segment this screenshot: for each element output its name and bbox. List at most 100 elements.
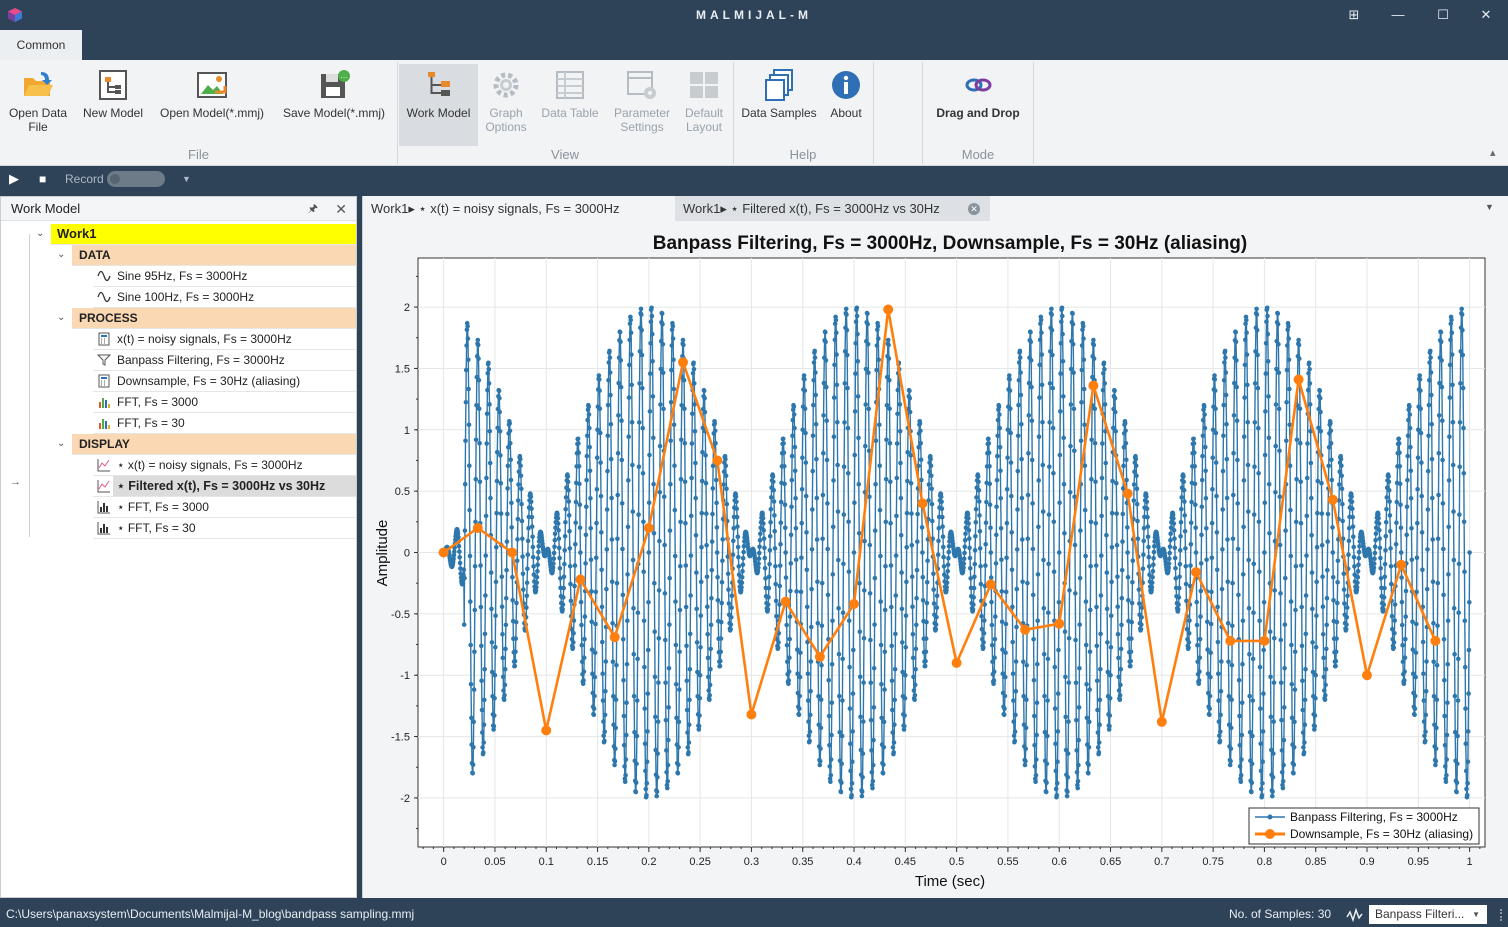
series-bandpass-point [849, 781, 855, 786]
series-downsample-point[interactable] [678, 357, 688, 368]
resize-grip-icon[interactable] [1494, 909, 1502, 921]
series-downsample-point[interactable] [1293, 374, 1304, 385]
series-downsample-point[interactable] [575, 574, 586, 585]
series-bandpass-point [493, 579, 499, 585]
tree-section-display[interactable]: DISPLAY [72, 434, 356, 455]
maximize-icon[interactable]: ☐ [1437, 7, 1449, 22]
open-model-button[interactable]: Open Model(*.mmj) [154, 64, 270, 146]
play-icon[interactable]: ▶ [9, 171, 19, 186]
close-icon[interactable]: ✕ [1480, 7, 1492, 22]
tree-root-work1[interactable]: Work1 [51, 224, 356, 245]
series-downsample-point[interactable] [1327, 494, 1338, 505]
pin-icon[interactable]: 🖈 [307, 203, 318, 215]
tab-common[interactable]: Common [0, 30, 82, 60]
doc-tab-filtered[interactable]: Work1▸ ⋆ Filtered x(t), Fs = 3000Hz vs 3… [675, 196, 990, 221]
minimize-icon[interactable]: — [1391, 7, 1405, 22]
series-bandpass-point [832, 321, 838, 326]
close-panel-icon[interactable]: ✕ [335, 201, 347, 217]
dropdown-icon[interactable]: ▼ [182, 174, 191, 184]
close-tab-icon[interactable]: ✕ [968, 203, 980, 215]
series-bandpass-point [671, 422, 677, 428]
series-bandpass-point [594, 520, 599, 526]
tree-item[interactable]: Sine 95Hz, Fs = 3000Hz [93, 266, 356, 287]
series-downsample-point[interactable] [814, 651, 825, 662]
restore-grid-icon[interactable]: ⊞ [1348, 7, 1360, 22]
series-downsample-point[interactable] [1122, 488, 1133, 499]
tree-item[interactable]: Banpass Filtering, Fs = 3000Hz [93, 350, 356, 371]
tree-item[interactable]: ⋆ FFT, Fs = 30 [93, 518, 356, 539]
series-downsample-point[interactable] [1054, 618, 1065, 629]
series-downsample-point[interactable] [951, 657, 962, 668]
tree-item[interactable]: ⋆ FFT, Fs = 3000 [93, 497, 356, 518]
series-downsample-point[interactable] [472, 523, 483, 533]
series-downsample-point[interactable] [1191, 567, 1201, 578]
series-bandpass-point [993, 614, 998, 619]
series-downsample-point[interactable] [1225, 635, 1236, 646]
about-button[interactable]: About [824, 64, 868, 146]
series-downsample-point[interactable] [1362, 670, 1372, 681]
series-downsample-point[interactable] [609, 632, 620, 643]
series-select[interactable]: Banpass Filteri... ▼ [1369, 905, 1487, 924]
tree-item[interactable]: Sine 100Hz, Fs = 3000Hz [93, 287, 356, 308]
record-toggle[interactable] [107, 171, 165, 187]
series-downsample-point[interactable] [883, 304, 894, 315]
series-downsample-point[interactable] [780, 596, 791, 607]
series-bandpass-point [1013, 688, 1019, 694]
doc-tab-noisy-signals[interactable]: Work1▸ ⋆ x(t) = noisy signals, Fs = 3000… [363, 196, 673, 221]
tree-section-data[interactable]: DATA [72, 245, 356, 266]
tree-item-selected[interactable]: ⋆ Filtered x(t), Fs = 3000Hz vs 30Hz [93, 476, 356, 497]
tree-item[interactable]: ⋆ x(t) = noisy signals, Fs = 3000Hz [93, 455, 356, 476]
series-downsample-point[interactable] [1088, 380, 1099, 391]
collapse-data-icon[interactable]: ⌄ [57, 249, 66, 260]
series-bandpass-point [600, 671, 605, 676]
tree-item[interactable]: FFT, Fs = 3000 [93, 392, 356, 413]
series-downsample-point[interactable] [1430, 635, 1441, 646]
series-bandpass-point [841, 512, 847, 517]
series-downsample-point[interactable] [1259, 635, 1270, 646]
graph-options-button[interactable]: Graph Options [480, 64, 532, 146]
data-table-button[interactable]: Data Table [538, 64, 602, 146]
series-downsample-point[interactable] [438, 547, 449, 558]
series-downsample-point[interactable] [985, 579, 996, 590]
series-downsample-point[interactable] [849, 599, 859, 609]
series-downsample-point[interactable] [643, 523, 654, 533]
series-downsample-point[interactable] [746, 709, 757, 720]
work-model-button[interactable]: Work Model [399, 64, 478, 146]
open-data-file-button[interactable]: Open Data File [4, 64, 72, 146]
new-model-button[interactable]: New Model [78, 64, 148, 146]
series-downsample-point[interactable] [917, 498, 928, 509]
data-samples-button[interactable]: Data Samples [738, 64, 820, 146]
series-bandpass-point [1145, 524, 1151, 529]
collapse-work1-icon[interactable]: ⌄ [36, 228, 45, 239]
tree-item[interactable]: FFT, Fs = 30 [93, 413, 356, 434]
parameter-settings-button[interactable]: Parameter Settings [610, 64, 674, 146]
collapse-process-icon[interactable]: ⌄ [57, 312, 66, 323]
stop-icon[interactable]: ■ [39, 172, 47, 186]
drag-and-drop-button[interactable]: Drag and Drop [928, 64, 1028, 146]
tab-list-dropdown-icon[interactable]: ▼ [1485, 202, 1494, 212]
collapse-ribbon-icon[interactable]: ▴ [1490, 147, 1496, 159]
series-bandpass-point [599, 604, 605, 610]
save-model-button[interactable]: ... Save Model(*.mmj) [276, 64, 392, 146]
series-bandpass-point [691, 367, 697, 372]
tree-item[interactable]: Downsample, Fs = 30Hz (aliasing) [93, 371, 356, 392]
default-layout-label-2: Layout [685, 120, 723, 134]
series-bandpass-point [1441, 592, 1446, 598]
series-bandpass-point [507, 421, 512, 426]
series-bandpass-point [640, 425, 645, 431]
series-downsample-point[interactable] [541, 725, 552, 736]
signal-chart[interactable]: Banpass Filtering, Fs = 3000Hz, Downsamp… [363, 224, 1508, 898]
series-bandpass-point [1238, 773, 1244, 778]
tree-section-process[interactable]: PROCESS [72, 308, 356, 329]
tree-item[interactable]: x(t) = noisy signals, Fs = 3000Hz [93, 329, 356, 350]
series-downsample-point[interactable] [1156, 716, 1167, 727]
series-bandpass-point [1258, 706, 1263, 711]
series-bandpass-point [1325, 567, 1330, 573]
series-bandpass-point [860, 751, 866, 756]
series-downsample-point[interactable] [507, 547, 518, 558]
default-layout-button[interactable]: Default Layout [678, 64, 730, 146]
series-downsample-point[interactable] [1396, 559, 1407, 570]
collapse-display-icon[interactable]: ⌄ [57, 438, 66, 449]
series-downsample-point[interactable] [1020, 624, 1031, 635]
series-downsample-point[interactable] [712, 455, 723, 466]
